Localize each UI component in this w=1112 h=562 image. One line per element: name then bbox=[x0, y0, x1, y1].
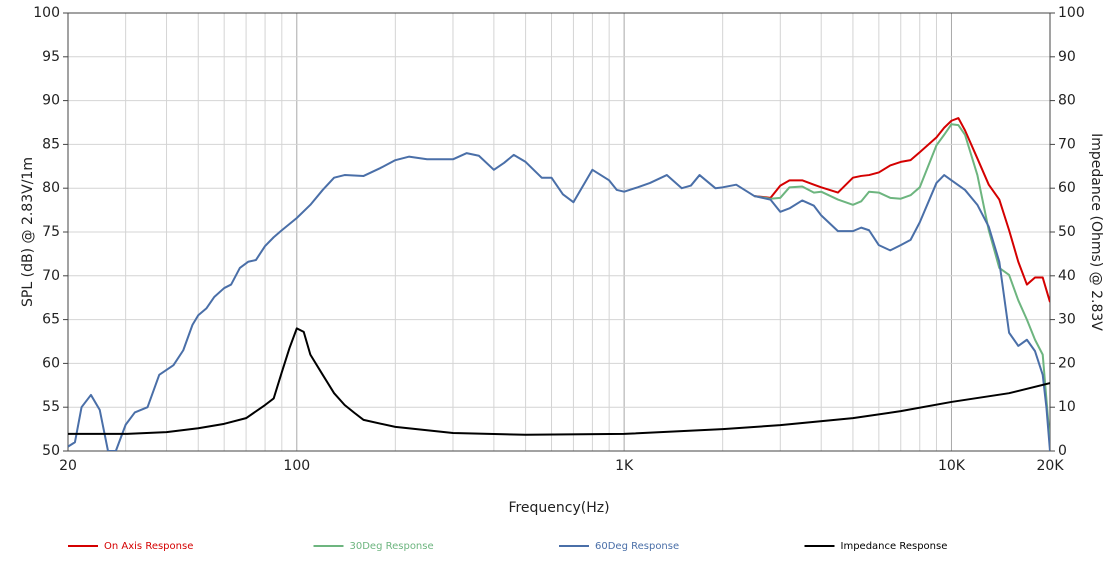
plot-frame bbox=[67, 12, 1051, 452]
y2-tick-label: 40 bbox=[1058, 268, 1076, 284]
legend-label: On Axis Response bbox=[104, 541, 193, 552]
series-line bbox=[68, 327, 1050, 436]
y-tick-label: 85 bbox=[42, 136, 60, 152]
y2-tick-label: 0 bbox=[1058, 443, 1067, 459]
plot-area bbox=[68, 117, 1050, 451]
y2-tick-label: 100 bbox=[1058, 5, 1085, 21]
y-tick-label: 100 bbox=[33, 5, 60, 21]
y-axis-title: SPL (dB) @ 2.83V/1m bbox=[20, 157, 36, 307]
x-tick-label: 100 bbox=[283, 458, 310, 474]
y2-tick-label: 20 bbox=[1058, 355, 1076, 371]
series-line bbox=[754, 123, 1050, 443]
y2-tick-label: 80 bbox=[1058, 93, 1076, 109]
series-line bbox=[68, 152, 1050, 451]
x-tick-label: 1K bbox=[615, 458, 634, 474]
x-tick-label: 20K bbox=[1037, 458, 1065, 474]
x-tick-label: 10K bbox=[938, 458, 966, 474]
y-tick-label: 55 bbox=[42, 399, 60, 415]
y-tick-label: 60 bbox=[42, 355, 60, 371]
x-tick-label: 20 bbox=[59, 458, 77, 474]
y2-tick-label: 60 bbox=[1058, 180, 1076, 196]
y2-tick-label: 90 bbox=[1058, 49, 1076, 65]
y-tick-label: 80 bbox=[42, 180, 60, 196]
y2-tick-label: 10 bbox=[1058, 399, 1076, 415]
y2-tick-label: 30 bbox=[1058, 312, 1076, 328]
legend-label: 30Deg Response bbox=[350, 541, 434, 552]
y-tick-label: 75 bbox=[42, 224, 60, 240]
y-tick-label: 70 bbox=[42, 268, 60, 284]
y-tick-label: 90 bbox=[42, 93, 60, 109]
y2-tick-label: 50 bbox=[1058, 224, 1076, 240]
series-line bbox=[754, 117, 1050, 303]
y2-axis-title: Impedance (Ohms) @ 2.83V bbox=[1088, 133, 1104, 331]
y2-tick-label: 70 bbox=[1058, 136, 1076, 152]
y-tick-label: 50 bbox=[42, 443, 60, 459]
legend-label: 60Deg Response bbox=[595, 541, 679, 552]
y-tick-label: 95 bbox=[42, 49, 60, 65]
y-tick-label: 65 bbox=[42, 312, 60, 328]
x-axis-title: Frequency(Hz) bbox=[508, 500, 609, 516]
legend-label: Impedance Response bbox=[841, 541, 948, 552]
